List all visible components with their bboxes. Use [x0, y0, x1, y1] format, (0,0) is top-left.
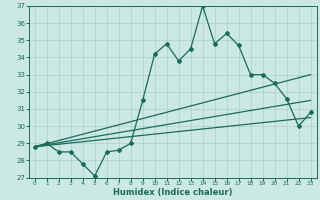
X-axis label: Humidex (Indice chaleur): Humidex (Indice chaleur) — [113, 188, 232, 197]
